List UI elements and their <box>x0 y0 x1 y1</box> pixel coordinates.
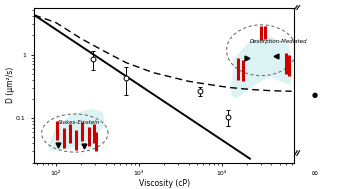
Polygon shape <box>231 36 293 99</box>
Text: Stokes-Einstein: Stokes-Einstein <box>57 120 100 125</box>
Polygon shape <box>48 109 105 151</box>
Y-axis label: D (μm²/s): D (μm²/s) <box>6 67 15 103</box>
Text: ●: ● <box>312 91 318 98</box>
Text: ∞: ∞ <box>311 169 318 178</box>
Text: Desorption-Mediated: Desorption-Mediated <box>250 39 307 43</box>
X-axis label: Viscosity (cP): Viscosity (cP) <box>139 179 190 188</box>
